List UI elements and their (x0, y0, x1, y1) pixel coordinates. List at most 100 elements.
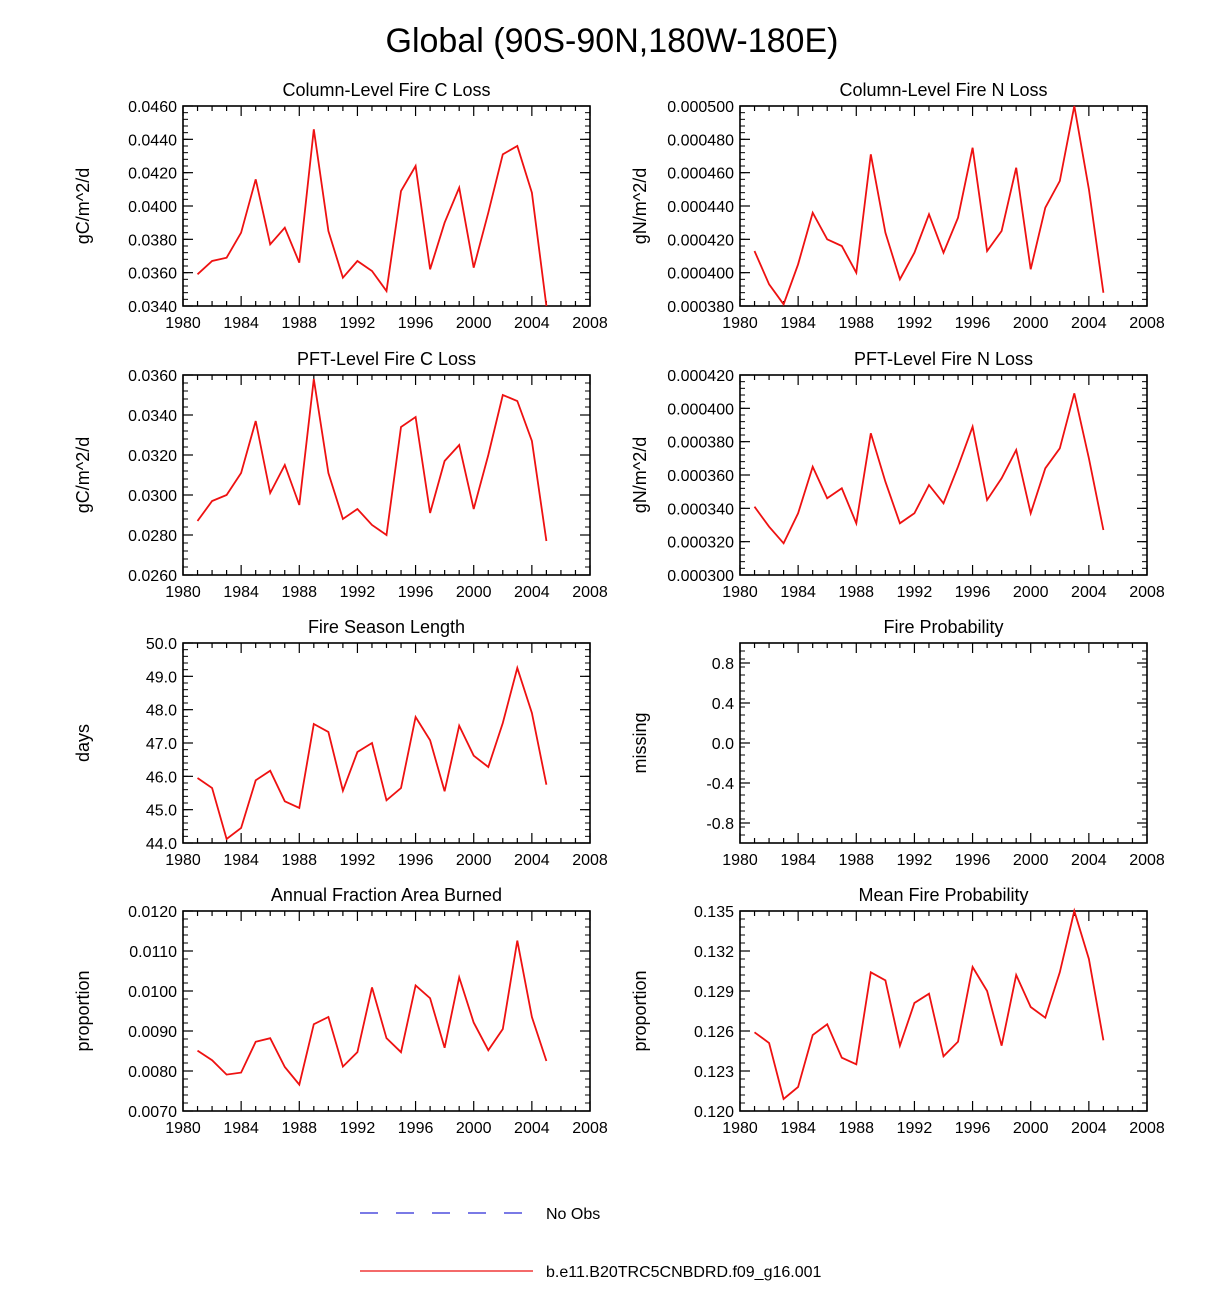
x-tick-label: 2008 (572, 315, 608, 332)
x-tick-label: 1980 (722, 584, 758, 601)
plot-frame (739, 374, 1148, 576)
x-tick-label: 1984 (223, 315, 259, 332)
y-tick-label: 0.0100 (128, 984, 177, 1001)
x-tick-label: 1992 (897, 852, 933, 869)
x-tick-label: 1996 (955, 584, 991, 601)
x-tick-label: 1988 (838, 584, 874, 601)
y-tick-label: 0.0340 (128, 299, 177, 316)
y-tick-label: 50.0 (146, 636, 177, 653)
x-tick-label: 1984 (780, 315, 816, 332)
x-tick-label: 1980 (722, 315, 758, 332)
y-axis-label: missing (630, 712, 650, 773)
x-tick-label: 1988 (281, 584, 317, 601)
x-tick-label: 2004 (1071, 584, 1107, 601)
y-tick-label: 0.0380 (128, 232, 177, 249)
plot-frame (739, 642, 1148, 844)
y-tick-label: 0.000480 (667, 132, 734, 149)
y-tick-label: 0.000380 (667, 299, 734, 316)
series-line-model (197, 940, 548, 1087)
x-tick-label: 1996 (398, 1120, 434, 1137)
y-tick-label: 0.000400 (667, 401, 734, 418)
x-tick-label: 1980 (165, 584, 201, 601)
y-tick-label: 46.0 (146, 769, 177, 786)
x-tick-label: 1980 (165, 315, 201, 332)
y-tick-label: 0.0340 (128, 408, 177, 425)
panel-title: Column-Level Fire N Loss (839, 80, 1047, 100)
x-tick-label: 2004 (514, 1120, 550, 1137)
panel-title: Mean Fire Probability (858, 885, 1028, 905)
x-tick-label: 1992 (340, 852, 376, 869)
panel-title: Annual Fraction Area Burned (271, 885, 502, 905)
x-tick-label: 1996 (955, 852, 991, 869)
x-tick-label: 2004 (1071, 1120, 1107, 1137)
x-tick-label: 2000 (456, 315, 492, 332)
panel-fire-season-length: Fire Season Length days 1980 1984 1988 1992 19… (73, 617, 608, 869)
y-tick-label: 0.000380 (667, 435, 734, 452)
x-tick-label: 2000 (456, 852, 492, 869)
y-tick-label: 44.0 (146, 836, 177, 853)
y-axis-label: gC/m^2/d (73, 168, 93, 244)
x-tick-label: 2008 (572, 584, 608, 601)
x-tick-label: 1992 (897, 315, 933, 332)
y-axis-label: proportion (73, 970, 93, 1051)
y-tick-label: -0.4 (706, 776, 734, 793)
y-tick-label: 47.0 (146, 736, 177, 753)
y-tick-label: 0.0 (712, 736, 734, 753)
y-axis-label: gN/m^2/d (630, 437, 650, 513)
x-tick-label: 1984 (223, 852, 259, 869)
x-tick-label: 1988 (281, 852, 317, 869)
y-tick-label: 0.000420 (667, 232, 734, 249)
y-tick-label: -0.8 (706, 816, 734, 833)
plot-frame (739, 910, 1148, 1112)
x-tick-label: 2004 (514, 584, 550, 601)
y-tick-label: 0.129 (694, 984, 734, 1001)
y-tick-label: 49.0 (146, 669, 177, 686)
legend: No Obs b.e11.B20TRC5CNBDRD.f09_g16.001 (360, 1206, 822, 1281)
x-tick-label: 1980 (722, 852, 758, 869)
series-line-model (753, 393, 1105, 545)
x-tick-label: 1992 (897, 584, 933, 601)
x-tick-label: 2000 (1013, 1120, 1049, 1137)
panel-title: Fire Season Length (308, 617, 465, 637)
plot-frame (182, 374, 591, 576)
legend-label-model: b.e11.B20TRC5CNBDRD.f09_g16.001 (546, 1264, 822, 1281)
x-tick-label: 1988 (281, 1120, 317, 1137)
y-tick-label: 0.4 (712, 696, 734, 713)
y-tick-label: 0.000460 (667, 166, 734, 183)
plot-frame (739, 105, 1148, 307)
series-line-model (753, 105, 1105, 307)
plot-frame (182, 105, 591, 307)
y-tick-label: 0.0090 (128, 1024, 177, 1041)
x-tick-label: 1988 (838, 315, 874, 332)
y-tick-label: 0.000340 (667, 501, 734, 518)
panel-title: Fire Probability (883, 617, 1003, 637)
x-tick-label: 2008 (572, 852, 608, 869)
panel-title: PFT-Level Fire C Loss (297, 349, 476, 369)
series-line-model (753, 907, 1105, 1101)
y-tick-label: 45.0 (146, 803, 177, 820)
x-tick-label: 2004 (514, 852, 550, 869)
x-tick-label: 1984 (780, 852, 816, 869)
y-tick-label: 0.0420 (128, 166, 177, 183)
y-tick-label: 0.123 (694, 1064, 734, 1081)
y-axis-label: days (73, 724, 93, 762)
y-tick-label: 0.000320 (667, 535, 734, 552)
y-tick-label: 0.0400 (128, 199, 177, 216)
legend-item-model: b.e11.B20TRC5CNBDRD.f09_g16.001 (360, 1264, 822, 1281)
panel-pft-level-fire-c-loss: PFT-Level Fire C Loss gC/m^2/d 1980 1984 198… (73, 349, 608, 601)
x-tick-label: 2008 (1129, 315, 1165, 332)
x-tick-label: 1980 (165, 852, 201, 869)
y-tick-label: 0.0300 (128, 488, 177, 505)
x-tick-label: 1996 (398, 584, 434, 601)
y-axis-label: gC/m^2/d (73, 437, 93, 513)
x-tick-label: 2008 (1129, 1120, 1165, 1137)
figure-title: Global (90S-90N,180W-180E) (386, 22, 839, 60)
y-tick-label: 0.132 (694, 944, 734, 961)
panel-fire-probability: Fire Probability missing 1980 1984 1988 1992 1… (630, 617, 1165, 869)
x-tick-label: 1992 (340, 584, 376, 601)
series-line-model (196, 378, 548, 542)
y-tick-label: 0.8 (712, 656, 734, 673)
x-tick-label: 2004 (1071, 315, 1107, 332)
y-tick-label: 0.0260 (128, 568, 177, 585)
y-tick-label: 0.000300 (667, 568, 734, 585)
